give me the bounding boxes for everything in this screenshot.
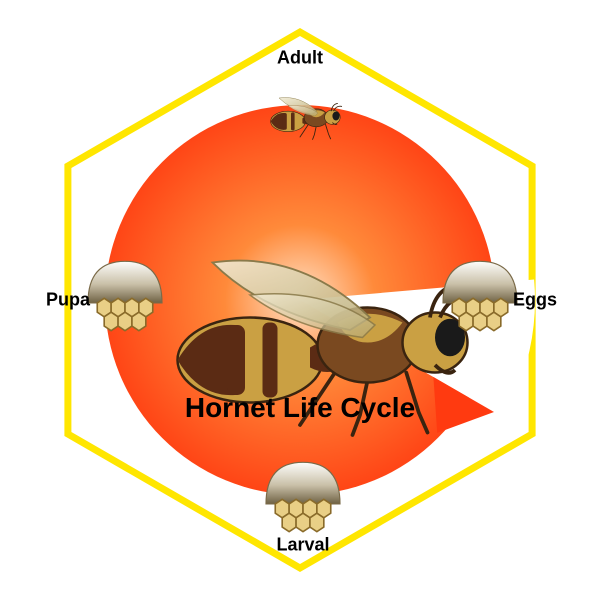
- stage-label-pupa: Pupa: [46, 290, 90, 311]
- diagram-title: Hornet Life Cycle: [185, 392, 415, 424]
- stage-label-larval: Larval: [276, 535, 329, 556]
- larval-icon: [266, 462, 340, 531]
- stage-label-eggs: Eggs: [513, 290, 557, 311]
- stage-label-adult: Adult: [277, 48, 323, 69]
